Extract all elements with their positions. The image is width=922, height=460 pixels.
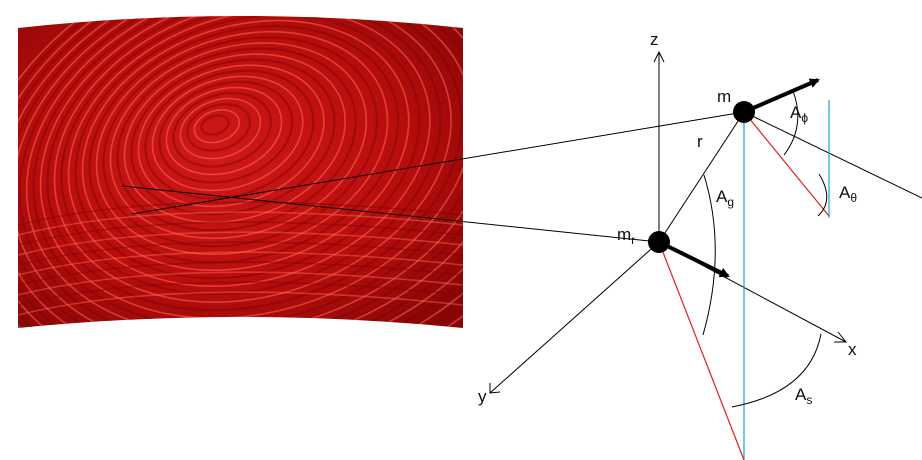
point-m-label: m bbox=[717, 87, 731, 106]
angle-a-phi-label: Aϕ bbox=[790, 103, 808, 125]
r-line bbox=[658, 111, 745, 243]
red-projection-line-minutia bbox=[743, 111, 830, 217]
x-axis-label: x bbox=[848, 340, 857, 359]
z-axis-label: z bbox=[650, 30, 659, 49]
reference-point-mr bbox=[648, 231, 670, 253]
arc-a-g bbox=[702, 174, 716, 336]
red-projection-line-reference bbox=[658, 241, 745, 460]
arc-a-phi bbox=[783, 90, 799, 156]
arc-a-s bbox=[731, 333, 822, 408]
minutia-point-m bbox=[733, 101, 755, 123]
direction-arrows bbox=[658, 78, 820, 278]
fingerprint-ridges bbox=[18, 16, 463, 328]
coordinate-axes bbox=[489, 50, 922, 394]
y-axis-label: y bbox=[478, 387, 487, 406]
angle-a-theta-label: Aθ bbox=[839, 183, 857, 205]
arc-a-theta bbox=[817, 173, 828, 217]
distance-r-label: r bbox=[697, 132, 703, 151]
point-mr-main: m bbox=[617, 225, 631, 244]
point-mr-label: mr bbox=[617, 225, 635, 247]
minutia-direction-line bbox=[743, 111, 922, 199]
angle-arcs bbox=[702, 90, 828, 408]
projection-lines bbox=[121, 111, 745, 243]
y-axis bbox=[489, 241, 660, 394]
angle-a-s-label: As bbox=[795, 385, 812, 407]
angle-a-g-label: Ag bbox=[716, 187, 734, 209]
point-mr-sub: r bbox=[631, 233, 635, 247]
reference-lines bbox=[658, 100, 830, 460]
fingerprint-image bbox=[18, 16, 463, 328]
